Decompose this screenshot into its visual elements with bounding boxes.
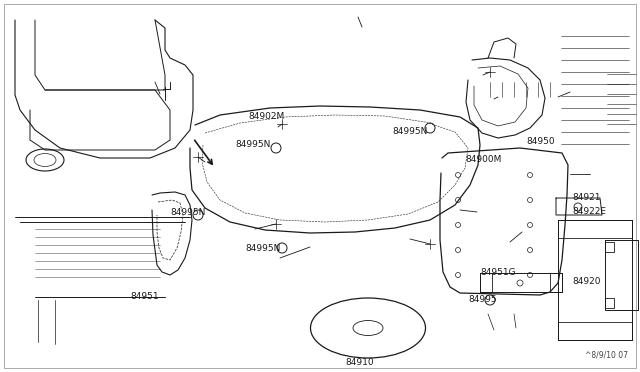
Text: 84951: 84951: [130, 292, 159, 301]
Text: 84995N: 84995N: [170, 208, 205, 217]
Text: 84921: 84921: [572, 193, 600, 202]
Text: 84995N: 84995N: [392, 127, 428, 136]
Text: 84995: 84995: [468, 295, 497, 304]
Text: ^8/9/10 07: ^8/9/10 07: [585, 351, 628, 360]
Text: 84950: 84950: [526, 137, 555, 146]
Text: 84995N: 84995N: [245, 244, 280, 253]
Text: 84910: 84910: [345, 358, 374, 367]
Text: 84951G: 84951G: [480, 268, 516, 277]
Text: 84902M: 84902M: [248, 112, 284, 121]
Text: 84922E: 84922E: [572, 207, 606, 216]
Text: 84995N: 84995N: [235, 140, 270, 149]
Text: 84900M: 84900M: [465, 155, 501, 164]
Text: 84920: 84920: [572, 277, 600, 286]
